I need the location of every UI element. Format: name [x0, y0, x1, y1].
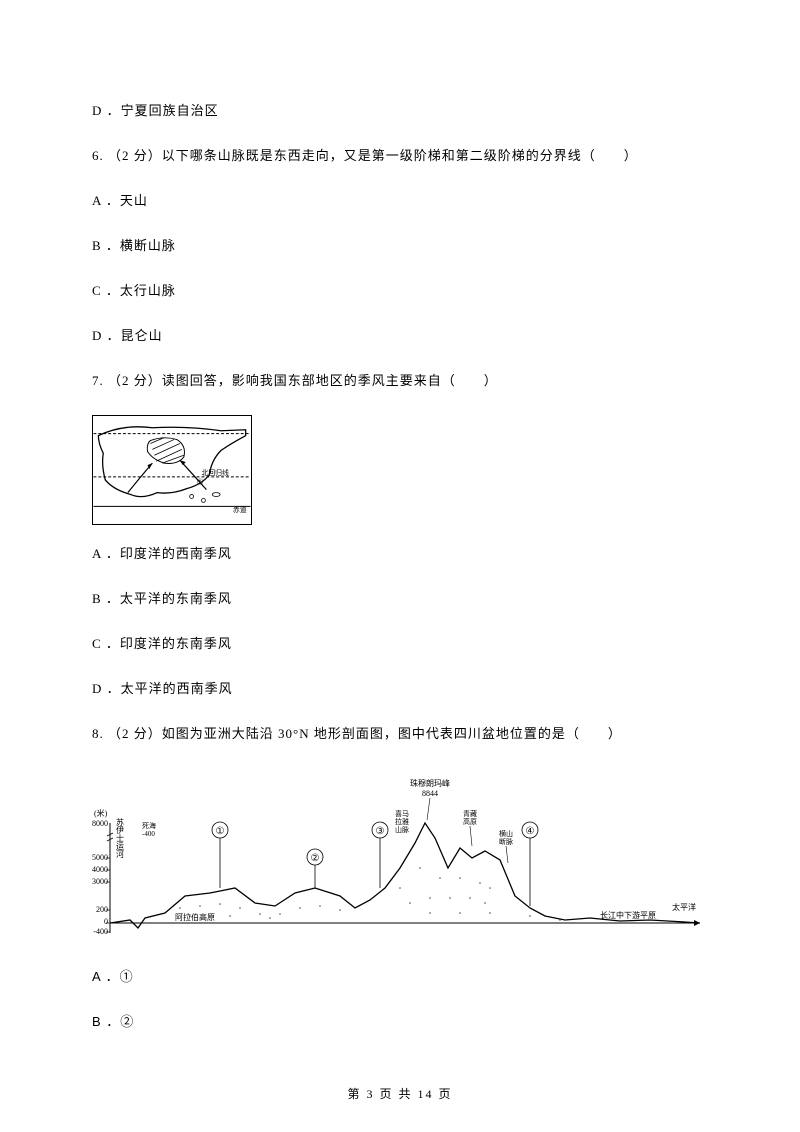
q8-profile-figure: 8000 5000 4000 3000 200 0 -400 (米) [90, 768, 710, 948]
q7-map-figure: 北回归线 赤道 ① [92, 415, 252, 525]
svg-text:8844: 8844 [422, 789, 438, 798]
q7-stem: 7. （2 分）读图回答，影响我国东部地区的季风主要来自（ ） [92, 370, 710, 389]
q6-option-a: A ．天山 [92, 190, 710, 209]
page-footer: 第 3 页 共 14 页 [0, 1085, 800, 1102]
svg-text:喜马: 喜马 [395, 809, 409, 818]
svg-text:②: ② [311, 853, 320, 864]
svg-text:拉雅: 拉雅 [395, 817, 409, 826]
q6-option-c: C ．太行山脉 [92, 280, 710, 299]
q6-option-b: B ．横断山脉 [92, 235, 710, 254]
svg-text:高原: 高原 [463, 817, 477, 826]
svg-text:200: 200 [96, 905, 108, 914]
q6-option-d: D ．昆仑山 [92, 325, 710, 344]
q7-option-b: B ．太平洋的东南季风 [92, 588, 710, 607]
q7-option-c: C ．印度洋的东南季风 [92, 633, 710, 652]
svg-text:4000: 4000 [92, 865, 108, 874]
q5-option-d: D ．宁夏回族自治区 [92, 100, 710, 119]
svg-text:8000: 8000 [92, 819, 108, 828]
svg-text:阿拉伯高原: 阿拉伯高原 [175, 912, 215, 922]
svg-text:-400: -400 [142, 830, 155, 838]
svg-text:太平洋: 太平洋 [672, 902, 696, 912]
svg-text:①: ① [197, 478, 204, 487]
svg-text:-400: -400 [93, 927, 108, 936]
svg-text:珠穆朗玛峰: 珠穆朗玛峰 [410, 778, 450, 788]
svg-text:苏伊士运河: 苏伊士运河 [116, 817, 125, 858]
svg-text:0: 0 [104, 917, 108, 926]
q7-option-a: A ．印度洋的西南季风 [92, 543, 710, 562]
svg-text:断脉: 断脉 [499, 837, 513, 846]
q6-stem: 6. （2 分）以下哪条山脉既是东西走向，又是第一级阶梯和第二级阶梯的分界线（ … [92, 145, 710, 164]
svg-text:3000: 3000 [92, 877, 108, 886]
svg-text:死海: 死海 [142, 821, 156, 830]
svg-text:③: ③ [376, 826, 385, 837]
svg-text:横山: 横山 [499, 829, 513, 838]
svg-text:北回归线: 北回归线 [201, 468, 229, 477]
q8-stem: 8. （2 分）如图为亚洲大陆沿 30°N 地形剖面图，图中代表四川盆地位置的是… [92, 723, 710, 742]
svg-text:山脉: 山脉 [395, 825, 409, 834]
svg-text:青藏: 青藏 [463, 809, 477, 818]
svg-text:赤道: 赤道 [233, 505, 247, 514]
svg-text:④: ④ [526, 826, 535, 837]
svg-text:①: ① [216, 826, 225, 837]
svg-text:5000: 5000 [92, 853, 108, 862]
q8-option-b: B ．② [92, 1011, 710, 1030]
q7-option-d: D ．太平洋的西南季风 [92, 678, 710, 697]
svg-text:长江中下游平原: 长江中下游平原 [600, 910, 656, 920]
svg-text:(米): (米) [94, 808, 108, 818]
q8-option-a: A ．① [92, 966, 710, 985]
